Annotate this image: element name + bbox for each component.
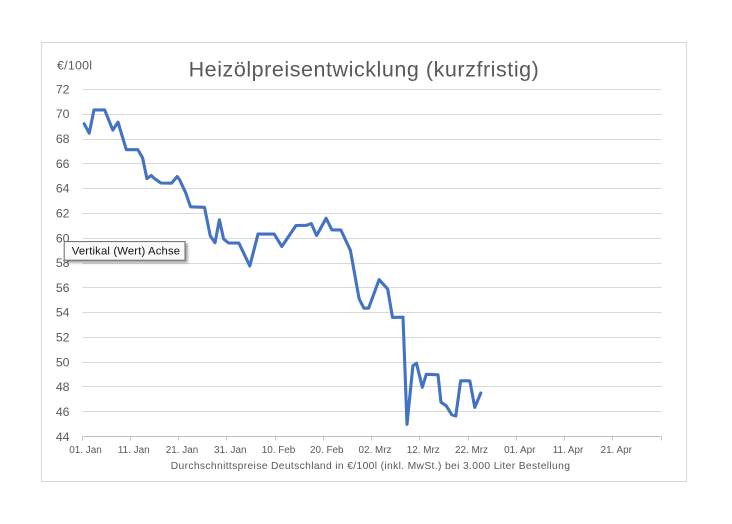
svg-text:31. Jan: 31. Jan [214,445,246,456]
svg-text:Heizölpreisentwicklung (kurzfr: Heizölpreisentwicklung (kurzfristig) [189,58,540,82]
svg-text:56: 56 [56,281,70,295]
svg-text:66: 66 [56,157,70,171]
svg-text:68: 68 [56,132,70,146]
svg-text:01. Jan: 01. Jan [69,445,101,456]
svg-text:62: 62 [56,207,70,221]
svg-text:€/100l: €/100l [57,59,92,73]
svg-text:Vertikal (Wert) Achse: Vertikal (Wert) Achse [72,245,180,257]
svg-text:48: 48 [56,380,70,394]
svg-text:Durchschnittspreise Deutschlan: Durchschnittspreise Deutschland in €/100… [171,461,571,472]
svg-text:44: 44 [56,430,70,444]
svg-text:46: 46 [56,405,70,419]
svg-text:52: 52 [56,331,70,345]
svg-text:50: 50 [56,355,70,369]
svg-text:10. Feb: 10. Feb [262,445,296,456]
svg-text:21. Apr: 21. Apr [601,445,633,456]
svg-text:70: 70 [56,107,70,121]
svg-text:12. Mrz: 12. Mrz [407,445,440,456]
svg-text:64: 64 [56,182,70,196]
svg-text:54: 54 [56,306,70,320]
svg-text:02. Mrz: 02. Mrz [359,445,392,456]
svg-text:01. Apr: 01. Apr [504,445,536,456]
svg-text:72: 72 [56,82,70,96]
svg-text:11. Jan: 11. Jan [118,445,150,456]
svg-text:21. Jan: 21. Jan [166,445,198,456]
svg-text:20. Feb: 20. Feb [310,445,344,456]
svg-text:22. Mrz: 22. Mrz [455,445,488,456]
svg-text:11. Apr: 11. Apr [553,445,584,456]
